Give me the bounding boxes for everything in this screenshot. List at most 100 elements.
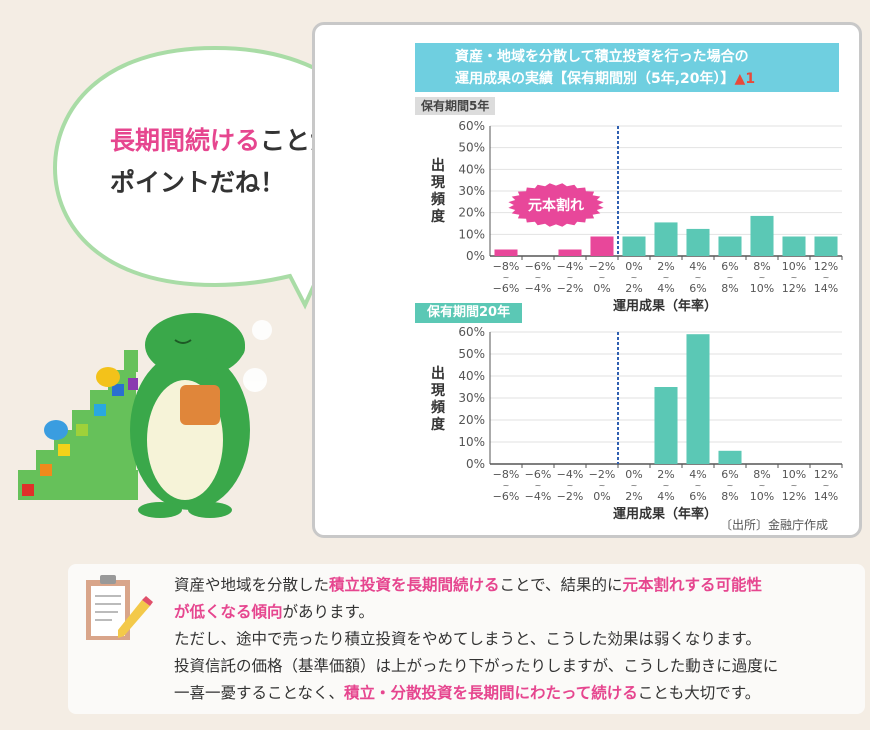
x-tick-separator: ~ [503, 481, 510, 490]
x-tick-label: 0% [593, 490, 610, 503]
y-tick-label: 20% [458, 413, 485, 427]
x-tick-label: 8% [721, 490, 738, 503]
note-l5a: 一喜一憂することなく、 [174, 684, 345, 702]
x-tick-label: −2% [557, 282, 584, 295]
x-tick-label: 12% [782, 282, 806, 295]
bar [686, 334, 710, 464]
y-tick-label: 0% [466, 457, 485, 471]
x-tick-separator: ~ [535, 481, 542, 490]
chart-header-line1: 資産・地域を分散して積立投資を行った場合の [455, 49, 749, 65]
y-tick-label: 60% [458, 119, 485, 133]
bird-icon [44, 420, 68, 440]
x-tick-separator: ~ [663, 273, 670, 282]
warning-icon: ▲ [734, 71, 746, 87]
x-tick-separator: ~ [631, 481, 638, 490]
x-tick-label: 8% [753, 468, 770, 481]
clipboard-pencil-icon [86, 575, 153, 640]
bar [622, 236, 646, 256]
x-tick-label: −4% [557, 468, 584, 481]
y-tick-label: 30% [458, 184, 485, 198]
x-tick-label: 4% [657, 490, 674, 503]
x-tick-label: 6% [721, 260, 738, 273]
bubble-text-2: ポイントだね！ [110, 168, 286, 197]
x-tick-label: 2% [625, 282, 642, 295]
x-tick-separator: ~ [727, 273, 734, 282]
x-tick-label: 8% [721, 282, 738, 295]
bar [718, 450, 742, 464]
note-box [68, 564, 865, 714]
bar [750, 215, 774, 256]
y-tick-label: 50% [458, 141, 485, 155]
x-tick-label: −4% [525, 282, 552, 295]
x-tick-separator: ~ [823, 273, 830, 282]
x-tick-separator: ~ [695, 481, 702, 490]
x-tick-separator: ~ [791, 273, 798, 282]
x-tick-label: 2% [625, 490, 642, 503]
x-tick-label: 10% [782, 468, 806, 481]
y-tick-label: 0% [466, 249, 485, 263]
x-tick-label: 0% [593, 282, 610, 295]
chart-card [312, 22, 862, 538]
burst-badge [508, 183, 604, 227]
x-axis-label: 運用成果（年率） [613, 506, 717, 522]
note-l1b: 積立投資を長期間続ける [329, 576, 500, 594]
note-l2a: が低くなる傾向 [174, 603, 283, 621]
chart1-ylabel: 出現頻度 [431, 158, 445, 225]
bar [782, 236, 806, 256]
x-tick-label: 2% [657, 468, 674, 481]
crocodile-mascot-icon [130, 313, 250, 518]
x-tick-label: −6% [493, 282, 520, 295]
x-tick-label: 10% [750, 282, 774, 295]
x-tick-label: 10% [782, 260, 806, 273]
note-mark: 1 [745, 71, 756, 87]
y-tick-label: 50% [458, 347, 485, 361]
chart-header-line2: 運用成果の実績【保有期間別（5年,20年）】 [455, 71, 735, 87]
x-tick-label: 2% [657, 260, 674, 273]
speech-bubble [18, 45, 388, 518]
x-tick-label: 0% [625, 468, 642, 481]
x-tick-label: −2% [589, 468, 616, 481]
x-tick-label: 8% [753, 260, 770, 273]
note-l1a: 資産や地域を分散した [174, 576, 330, 594]
x-tick-separator: ~ [791, 481, 798, 490]
x-tick-label: 12% [782, 490, 806, 503]
x-tick-label: 10% [750, 490, 774, 503]
y-tick-label: 20% [458, 206, 485, 220]
y-tick-label: 10% [458, 227, 485, 241]
note-text: 資産や地域を分散した積立投資を長期間続けることで、結果的に元本割れする可能性 が… [174, 572, 778, 707]
bar [558, 249, 582, 256]
x-tick-separator: ~ [823, 481, 830, 490]
x-tick-label: 6% [689, 282, 706, 295]
x-tick-label: 0% [625, 260, 642, 273]
x-tick-separator: ~ [567, 481, 574, 490]
bar [814, 236, 838, 256]
note-l1d: 元本割れする可能性 [622, 576, 762, 594]
x-tick-label: 6% [689, 490, 706, 503]
bar [654, 387, 678, 464]
x-tick-label: 14% [814, 490, 838, 503]
bubble-highlight: 長期間続ける [110, 126, 261, 155]
steam-icon [243, 320, 272, 392]
x-tick-label: 4% [689, 468, 706, 481]
bar [654, 222, 678, 256]
y-tick-label: 40% [458, 369, 485, 383]
x-tick-label: −2% [557, 490, 584, 503]
source-note: 〔出所〕金融庁作成 [720, 518, 829, 532]
x-tick-separator: ~ [759, 273, 766, 282]
y-tick-label: 10% [458, 435, 485, 449]
x-tick-separator: ~ [567, 273, 574, 282]
bar [494, 249, 518, 256]
x-tick-separator: ~ [503, 273, 510, 282]
x-tick-label: 12% [814, 260, 838, 273]
x-tick-separator: ~ [631, 273, 638, 282]
note-l4: 投資信託の価格（基準価額）は上がったり下がったりしますが、こうした動きに過度に [174, 657, 779, 675]
y-tick-label: 30% [458, 391, 485, 405]
chart2-title: 保有期間20年 [415, 303, 523, 323]
x-tick-separator: ~ [535, 273, 542, 282]
x-tick-separator: ~ [727, 481, 734, 490]
note-l5c: ことも大切です。 [637, 684, 761, 702]
note-l5b: 積立・分散投資を長期間にわたって続ける [344, 684, 638, 702]
x-tick-separator: ~ [663, 481, 670, 490]
x-tick-label: −6% [525, 468, 552, 481]
